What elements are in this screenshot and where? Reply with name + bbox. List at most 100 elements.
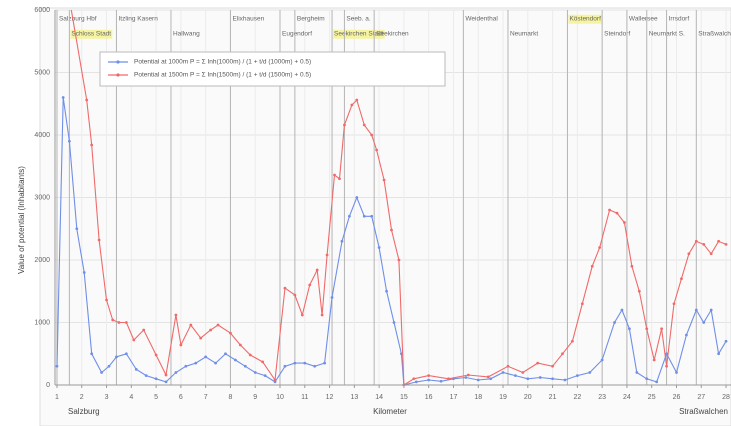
legend-label: Potential at 1000m P = Σ Inh(1000m) / (1… bbox=[134, 59, 311, 66]
point bbox=[563, 378, 567, 382]
x-tick-label: 26 bbox=[673, 394, 681, 401]
point bbox=[90, 352, 94, 356]
x-tick-label: 10 bbox=[276, 394, 284, 401]
point bbox=[628, 327, 631, 331]
x-tick-label: 25 bbox=[648, 394, 656, 401]
point bbox=[55, 364, 59, 368]
point bbox=[561, 352, 564, 356]
point bbox=[97, 238, 101, 242]
x-tick-label: 6 bbox=[179, 394, 183, 401]
station-label: Neumarkt bbox=[510, 31, 538, 38]
station-label: Bergheim bbox=[297, 16, 325, 23]
x-tick-label: 23 bbox=[598, 394, 606, 401]
point bbox=[598, 246, 602, 249]
point bbox=[338, 177, 341, 181]
point bbox=[204, 355, 208, 359]
point bbox=[303, 361, 307, 365]
point bbox=[397, 258, 401, 262]
point bbox=[476, 378, 480, 382]
point bbox=[124, 321, 128, 324]
point bbox=[486, 375, 490, 379]
station-label: Seeb. a. bbox=[346, 16, 370, 23]
point bbox=[154, 353, 158, 357]
point bbox=[164, 380, 168, 384]
point bbox=[382, 178, 386, 182]
station-label: Köstendorf bbox=[569, 16, 601, 23]
y-tick-label: 6000 bbox=[34, 7, 50, 14]
point bbox=[385, 289, 388, 293]
point bbox=[665, 352, 668, 356]
point bbox=[588, 371, 592, 374]
x-tick-label: 17 bbox=[450, 394, 458, 401]
x-tick-label: 14 bbox=[375, 394, 383, 401]
point bbox=[362, 214, 366, 218]
point bbox=[526, 377, 530, 381]
point bbox=[308, 283, 312, 287]
point bbox=[253, 371, 257, 374]
point bbox=[199, 336, 203, 340]
x-tick-label: 19 bbox=[499, 394, 507, 401]
point bbox=[655, 380, 659, 384]
point bbox=[536, 361, 540, 365]
point bbox=[635, 371, 639, 374]
point bbox=[90, 143, 94, 147]
point bbox=[447, 377, 450, 381]
point bbox=[637, 289, 641, 293]
y-tick-label: 0 bbox=[46, 382, 50, 389]
point bbox=[154, 377, 158, 381]
point bbox=[702, 242, 706, 246]
station-highlight bbox=[568, 14, 603, 24]
x-tick-label: 9 bbox=[253, 394, 257, 401]
point bbox=[323, 361, 327, 365]
point bbox=[224, 352, 227, 356]
point bbox=[85, 98, 89, 102]
point bbox=[238, 343, 242, 347]
point bbox=[320, 313, 324, 317]
x-tick-label: 15 bbox=[400, 394, 408, 401]
point bbox=[100, 371, 103, 374]
station-highlight bbox=[70, 29, 113, 39]
point bbox=[283, 286, 287, 290]
x-tick-label: 28 bbox=[722, 394, 730, 401]
point bbox=[67, 139, 71, 143]
point bbox=[82, 271, 86, 274]
point bbox=[439, 379, 443, 383]
point bbox=[115, 355, 118, 359]
point bbox=[105, 298, 108, 302]
point bbox=[194, 361, 198, 365]
point bbox=[134, 367, 138, 371]
x-tick-label: 22 bbox=[573, 394, 581, 401]
point bbox=[506, 364, 510, 368]
point bbox=[325, 253, 329, 257]
station-label: Wallersee bbox=[629, 16, 658, 23]
point bbox=[313, 364, 317, 368]
point bbox=[501, 371, 505, 374]
x-tick-label: 20 bbox=[524, 394, 532, 401]
station-label: Itzling Kasern bbox=[118, 16, 158, 23]
point bbox=[315, 268, 319, 272]
point bbox=[702, 321, 706, 324]
station-label: Hallwang bbox=[173, 31, 200, 38]
point bbox=[243, 364, 247, 368]
point bbox=[229, 331, 232, 335]
point bbox=[694, 308, 698, 312]
point bbox=[392, 321, 396, 324]
point bbox=[370, 133, 374, 137]
point bbox=[717, 239, 721, 243]
plot-lines bbox=[55, 10, 728, 386]
point bbox=[613, 321, 616, 324]
station-label: Seekirchen bbox=[376, 31, 409, 38]
point bbox=[261, 360, 265, 364]
y-tick-label: 4000 bbox=[34, 132, 50, 139]
x-tick-label: 12 bbox=[326, 394, 334, 401]
x-label: Kilometer bbox=[373, 407, 407, 416]
point bbox=[375, 148, 379, 152]
point bbox=[75, 227, 79, 231]
x-tick-label: 8 bbox=[228, 394, 232, 401]
point bbox=[347, 214, 351, 218]
legend-label: Potential at 1500m P = Σ Inh(1500m) / (1… bbox=[134, 72, 311, 79]
x-tick-label: 16 bbox=[425, 394, 433, 401]
point bbox=[684, 333, 688, 337]
point bbox=[665, 364, 668, 368]
point bbox=[709, 308, 713, 312]
